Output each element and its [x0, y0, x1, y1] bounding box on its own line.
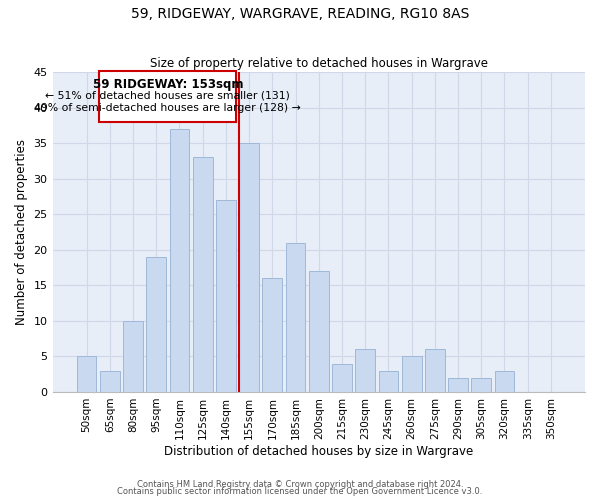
Bar [309, 271, 329, 392]
Text: 49% of semi-detached houses are larger (128) →: 49% of semi-detached houses are larger (… [34, 102, 301, 113]
Text: ← 51% of detached houses are smaller (131): ← 51% of detached houses are smaller (13… [46, 90, 290, 101]
Text: Contains public sector information licensed under the Open Government Licence v3: Contains public sector information licen… [118, 487, 482, 496]
Bar [216, 200, 236, 392]
Bar [239, 143, 259, 392]
Bar [170, 129, 190, 392]
Title: Size of property relative to detached houses in Wargrave: Size of property relative to detached ho… [150, 56, 488, 70]
Text: Contains HM Land Registry data © Crown copyright and database right 2024.: Contains HM Land Registry data © Crown c… [137, 480, 463, 489]
Bar [355, 350, 375, 392]
Bar [448, 378, 468, 392]
Bar [402, 356, 422, 392]
Bar [77, 356, 97, 392]
Bar [379, 370, 398, 392]
Bar [100, 370, 119, 392]
X-axis label: Distribution of detached houses by size in Wargrave: Distribution of detached houses by size … [164, 444, 473, 458]
Y-axis label: Number of detached properties: Number of detached properties [15, 139, 28, 325]
Bar [494, 370, 514, 392]
Bar [146, 257, 166, 392]
FancyBboxPatch shape [100, 70, 236, 122]
Bar [286, 242, 305, 392]
Bar [262, 278, 282, 392]
Text: 59, RIDGEWAY, WARGRAVE, READING, RG10 8AS: 59, RIDGEWAY, WARGRAVE, READING, RG10 8A… [131, 8, 469, 22]
Bar [425, 350, 445, 392]
Bar [123, 321, 143, 392]
Text: 59 RIDGEWAY: 153sqm: 59 RIDGEWAY: 153sqm [92, 78, 243, 90]
Bar [472, 378, 491, 392]
Bar [332, 364, 352, 392]
Bar [193, 158, 212, 392]
